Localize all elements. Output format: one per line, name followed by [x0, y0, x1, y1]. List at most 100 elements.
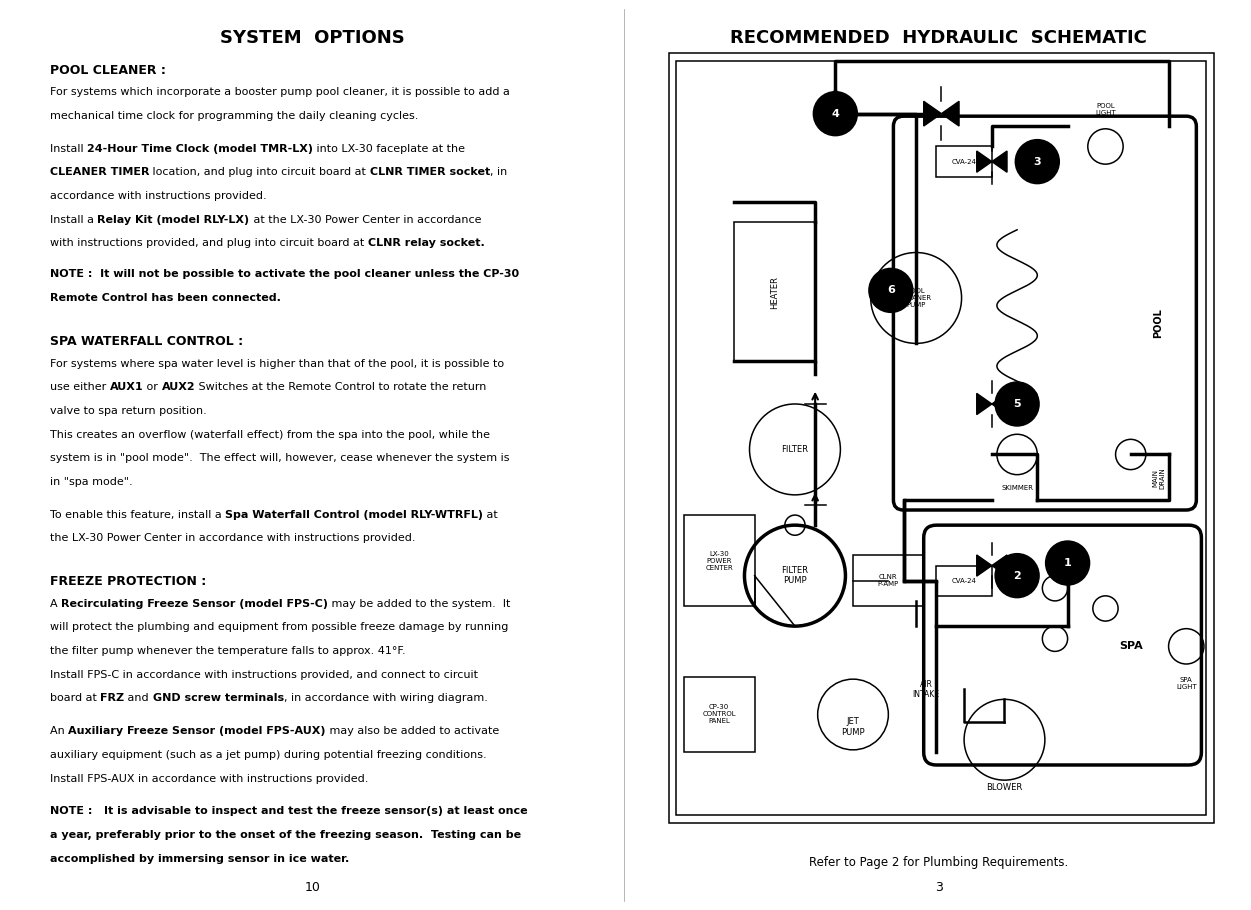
Text: 1: 1 — [1063, 558, 1071, 568]
Text: BLOWER: BLOWER — [986, 783, 1022, 792]
Text: NOTE :  It will not be possible to activate the pool cleaner unless the CP-30: NOTE : It will not be possible to activa… — [50, 269, 519, 279]
Text: AIR
INTAKE: AIR INTAKE — [913, 680, 940, 699]
Bar — [684, 677, 754, 753]
Text: Install: Install — [50, 144, 88, 154]
Text: SKIMMER: SKIMMER — [1001, 485, 1033, 490]
Text: , in accordance with wiring diagram.: , in accordance with wiring diagram. — [284, 693, 488, 703]
Circle shape — [995, 553, 1040, 599]
Text: Recirculating Freeze Sensor (model FPS-C): Recirculating Freeze Sensor (model FPS-C… — [61, 599, 328, 609]
Text: accordance with instructions provided.: accordance with instructions provided. — [50, 191, 266, 201]
Polygon shape — [942, 101, 960, 126]
Polygon shape — [923, 101, 942, 126]
Text: A: A — [50, 599, 61, 609]
Polygon shape — [992, 393, 1007, 415]
Text: , in: , in — [490, 167, 508, 177]
Text: CVA-24: CVA-24 — [952, 578, 977, 583]
Bar — [853, 555, 923, 606]
Text: For systems where spa water level is higher than that of the pool, it is possibl: For systems where spa water level is hig… — [50, 359, 504, 369]
Bar — [936, 147, 992, 177]
Text: board at: board at — [50, 693, 100, 703]
Text: GND screw terminals: GND screw terminals — [153, 693, 284, 703]
Text: POOL: POOL — [1153, 308, 1163, 339]
Polygon shape — [977, 151, 992, 172]
Text: CLEANER TIMER: CLEANER TIMER — [50, 167, 149, 177]
Text: Install FPS-C in accordance with instructions provided, and connect to circuit: Install FPS-C in accordance with instruc… — [50, 670, 478, 680]
Text: CLNR relay socket.: CLNR relay socket. — [368, 238, 484, 248]
Text: the LX-30 Power Center in accordance with instructions provided.: the LX-30 Power Center in accordance wit… — [50, 533, 415, 543]
Bar — [684, 515, 754, 606]
Text: POOL
LIGHT: POOL LIGHT — [1095, 103, 1116, 116]
Text: 6: 6 — [887, 286, 894, 296]
Text: JET
PUMP: JET PUMP — [841, 717, 864, 737]
Text: SPA WATERFALL CONTROL :: SPA WATERFALL CONTROL : — [50, 335, 243, 348]
Text: POOL
CLEANER
PUMP: POOL CLEANER PUMP — [899, 288, 932, 308]
Text: mechanical time clock for programming the daily cleaning cycles.: mechanical time clock for programming th… — [50, 111, 418, 121]
Circle shape — [1015, 139, 1060, 185]
Text: FILTER
PUMP: FILTER PUMP — [782, 566, 808, 585]
Text: To enable this feature, install a: To enable this feature, install a — [50, 510, 225, 520]
Text: 5: 5 — [1013, 399, 1021, 409]
Text: 3: 3 — [934, 881, 943, 894]
Text: Install a: Install a — [50, 215, 98, 225]
Text: auxiliary equipment (such as a jet pump) during potential freezing conditions.: auxiliary equipment (such as a jet pump)… — [50, 750, 487, 760]
Text: NOTE :   It is advisable to inspect and test the freeze sensor(s) at least once: NOTE : It is advisable to inspect and te… — [50, 806, 528, 816]
Bar — [936, 565, 992, 596]
Text: location, and plug into circuit board at: location, and plug into circuit board at — [149, 167, 370, 177]
Text: SYSTEM  OPTIONS: SYSTEM OPTIONS — [220, 29, 404, 47]
Text: POOL CLEANER :: POOL CLEANER : — [50, 64, 166, 76]
Text: This creates an overflow (waterfall effect) from the spa into the pool, while th: This creates an overflow (waterfall effe… — [50, 430, 490, 440]
Circle shape — [995, 381, 1040, 427]
Text: in "spa mode".: in "spa mode". — [50, 477, 133, 487]
Text: An: An — [50, 726, 69, 736]
Text: AUX2: AUX2 — [161, 382, 195, 392]
Polygon shape — [992, 151, 1007, 172]
Text: will protect the plumbing and equipment from possible freeze damage by running: will protect the plumbing and equipment … — [50, 622, 508, 632]
Text: AUX1: AUX1 — [110, 382, 144, 392]
Text: Remote Control has been connected.: Remote Control has been connected. — [50, 293, 280, 303]
Text: CLNR
P-AMP: CLNR P-AMP — [878, 574, 899, 587]
Text: at: at — [483, 510, 498, 520]
Text: SPA: SPA — [1118, 642, 1142, 652]
Text: may also be added to activate: may also be added to activate — [325, 726, 499, 736]
Text: Install FPS-AUX in accordance with instructions provided.: Install FPS-AUX in accordance with instr… — [50, 774, 368, 784]
Polygon shape — [992, 555, 1007, 576]
Text: Switches at the Remote Control to rotate the return: Switches at the Remote Control to rotate… — [195, 382, 487, 392]
Text: FILTER: FILTER — [782, 445, 808, 454]
Text: or: or — [144, 382, 161, 392]
Circle shape — [813, 91, 858, 136]
Text: the filter pump whenever the temperature falls to approx. 41°F.: the filter pump whenever the temperature… — [50, 646, 405, 656]
Circle shape — [1045, 541, 1091, 586]
Text: into LX-30 faceplate at the: into LX-30 faceplate at the — [313, 144, 465, 154]
Text: HEATER: HEATER — [771, 277, 779, 309]
Text: MAIN
DRAIN: MAIN DRAIN — [1152, 467, 1165, 489]
Text: and: and — [124, 693, 153, 703]
Text: Relay Kit (model RLY-LX): Relay Kit (model RLY-LX) — [98, 215, 249, 225]
Text: valve to spa return position.: valve to spa return position. — [50, 406, 206, 416]
Circle shape — [868, 268, 913, 313]
Text: with instructions provided, and plug into circuit board at: with instructions provided, and plug int… — [50, 238, 368, 248]
Text: LX-30
POWER
CENTER: LX-30 POWER CENTER — [706, 551, 733, 571]
Text: CP-30
CONTROL
PANEL: CP-30 CONTROL PANEL — [702, 704, 736, 724]
Text: FRZ: FRZ — [100, 693, 124, 703]
Text: RECOMMENDED  HYDRAULIC  SCHEMATIC: RECOMMENDED HYDRAULIC SCHEMATIC — [731, 29, 1147, 47]
Text: accomplished by immersing sensor in ice water.: accomplished by immersing sensor in ice … — [50, 854, 349, 864]
Text: Spa Waterfall Control (model RLY-WTRFL): Spa Waterfall Control (model RLY-WTRFL) — [225, 510, 483, 520]
Text: SPA
LIGHT: SPA LIGHT — [1176, 677, 1197, 690]
Text: a year, preferably prior to the onset of the freezing season.  Testing can be: a year, preferably prior to the onset of… — [50, 830, 522, 840]
Text: Auxiliary Freeze Sensor (model FPS-AUX): Auxiliary Freeze Sensor (model FPS-AUX) — [69, 726, 325, 736]
Text: use either: use either — [50, 382, 110, 392]
Text: 3: 3 — [1033, 157, 1041, 167]
Text: CVA-24: CVA-24 — [952, 158, 977, 165]
Text: system is in "pool mode".  The effect will, however, cease whenever the system i: system is in "pool mode". The effect wil… — [50, 453, 509, 463]
Text: 4: 4 — [832, 108, 839, 118]
Text: FREEZE PROTECTION :: FREEZE PROTECTION : — [50, 575, 206, 588]
Text: may be added to the system.  It: may be added to the system. It — [328, 599, 510, 609]
Text: 2: 2 — [1013, 571, 1021, 581]
Text: Refer to Page 2 for Plumbing Requirements.: Refer to Page 2 for Plumbing Requirement… — [809, 856, 1068, 869]
Text: 10: 10 — [304, 881, 320, 894]
Bar — [734, 222, 816, 361]
Polygon shape — [977, 555, 992, 576]
Text: CLNR TIMER socket: CLNR TIMER socket — [370, 167, 490, 177]
Text: For systems which incorporate a booster pump pool cleaner, it is possible to add: For systems which incorporate a booster … — [50, 87, 510, 97]
Text: 24-Hour Time Clock (model TMR-LX): 24-Hour Time Clock (model TMR-LX) — [88, 144, 313, 154]
